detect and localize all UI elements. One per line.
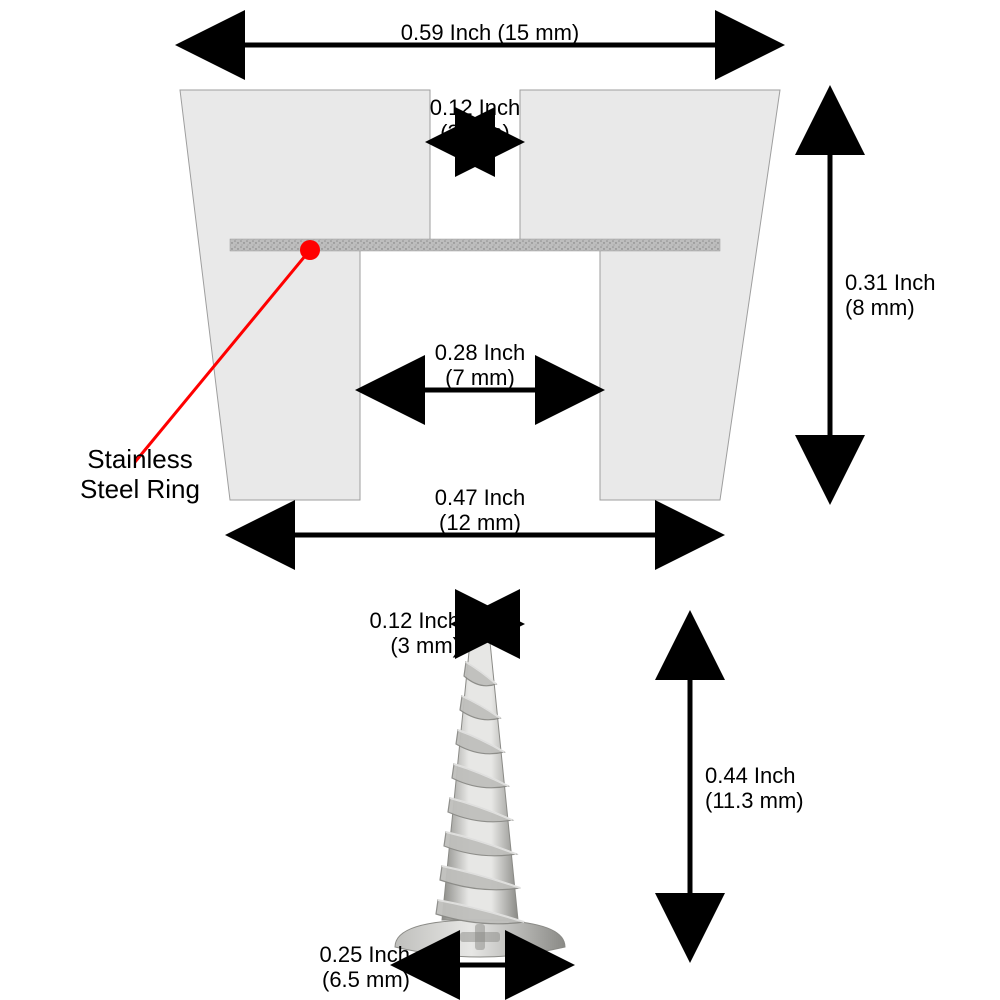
diagram-stage: { "colors":{ "background":"#ffffff", "sh… [0, 0, 1000, 1000]
dim-screw-head-l1: 0.25 Inch [270, 942, 410, 967]
dim-height-l1: 0.31 Inch [845, 270, 965, 295]
dim-screw-head-l2: (6.5 mm) [270, 967, 410, 992]
callout-label: Stainless Steel Ring [55, 445, 225, 505]
dim-notch-bottom-l1: 0.28 Inch [400, 340, 560, 365]
dim-screw-head: 0.25 Inch (6.5 mm) [270, 942, 410, 993]
dim-screw-tip-l1: 0.12 Inch [320, 608, 460, 633]
dim-notch-bottom-l2: (7 mm) [400, 365, 560, 390]
dim-notch-bottom: 0.28 Inch (7 mm) [400, 340, 560, 391]
dim-screw-tip-l2: (3 mm) [320, 633, 460, 658]
dim-bottom-width-l2: (12 mm) [400, 510, 560, 535]
callout-l2: Steel Ring [55, 475, 225, 505]
dim-height-l2: (8 mm) [845, 295, 965, 320]
dim-top-width-l1: 0.59 Inch (15 mm) [370, 20, 610, 45]
dim-top-width: 0.59 Inch (15 mm) [370, 20, 610, 45]
dim-notch-top: 0.12 Inch (3 mm) [390, 95, 560, 146]
dim-notch-top-l1: 0.12 Inch [390, 95, 560, 120]
dim-screw-height-l2: (11.3 mm) [705, 788, 845, 813]
dim-screw-height: 0.44 Inch (11.3 mm) [705, 763, 845, 814]
dim-notch-top-l2: (3 mm) [390, 120, 560, 145]
dim-screw-height-l1: 0.44 Inch [705, 763, 845, 788]
dim-height: 0.31 Inch (8 mm) [845, 270, 965, 321]
dim-bottom-width: 0.47 Inch (12 mm) [400, 485, 560, 536]
dim-bottom-width-l1: 0.47 Inch [400, 485, 560, 510]
callout-l1: Stainless [55, 445, 225, 475]
dim-screw-tip: 0.12 Inch (3 mm) [320, 608, 460, 659]
